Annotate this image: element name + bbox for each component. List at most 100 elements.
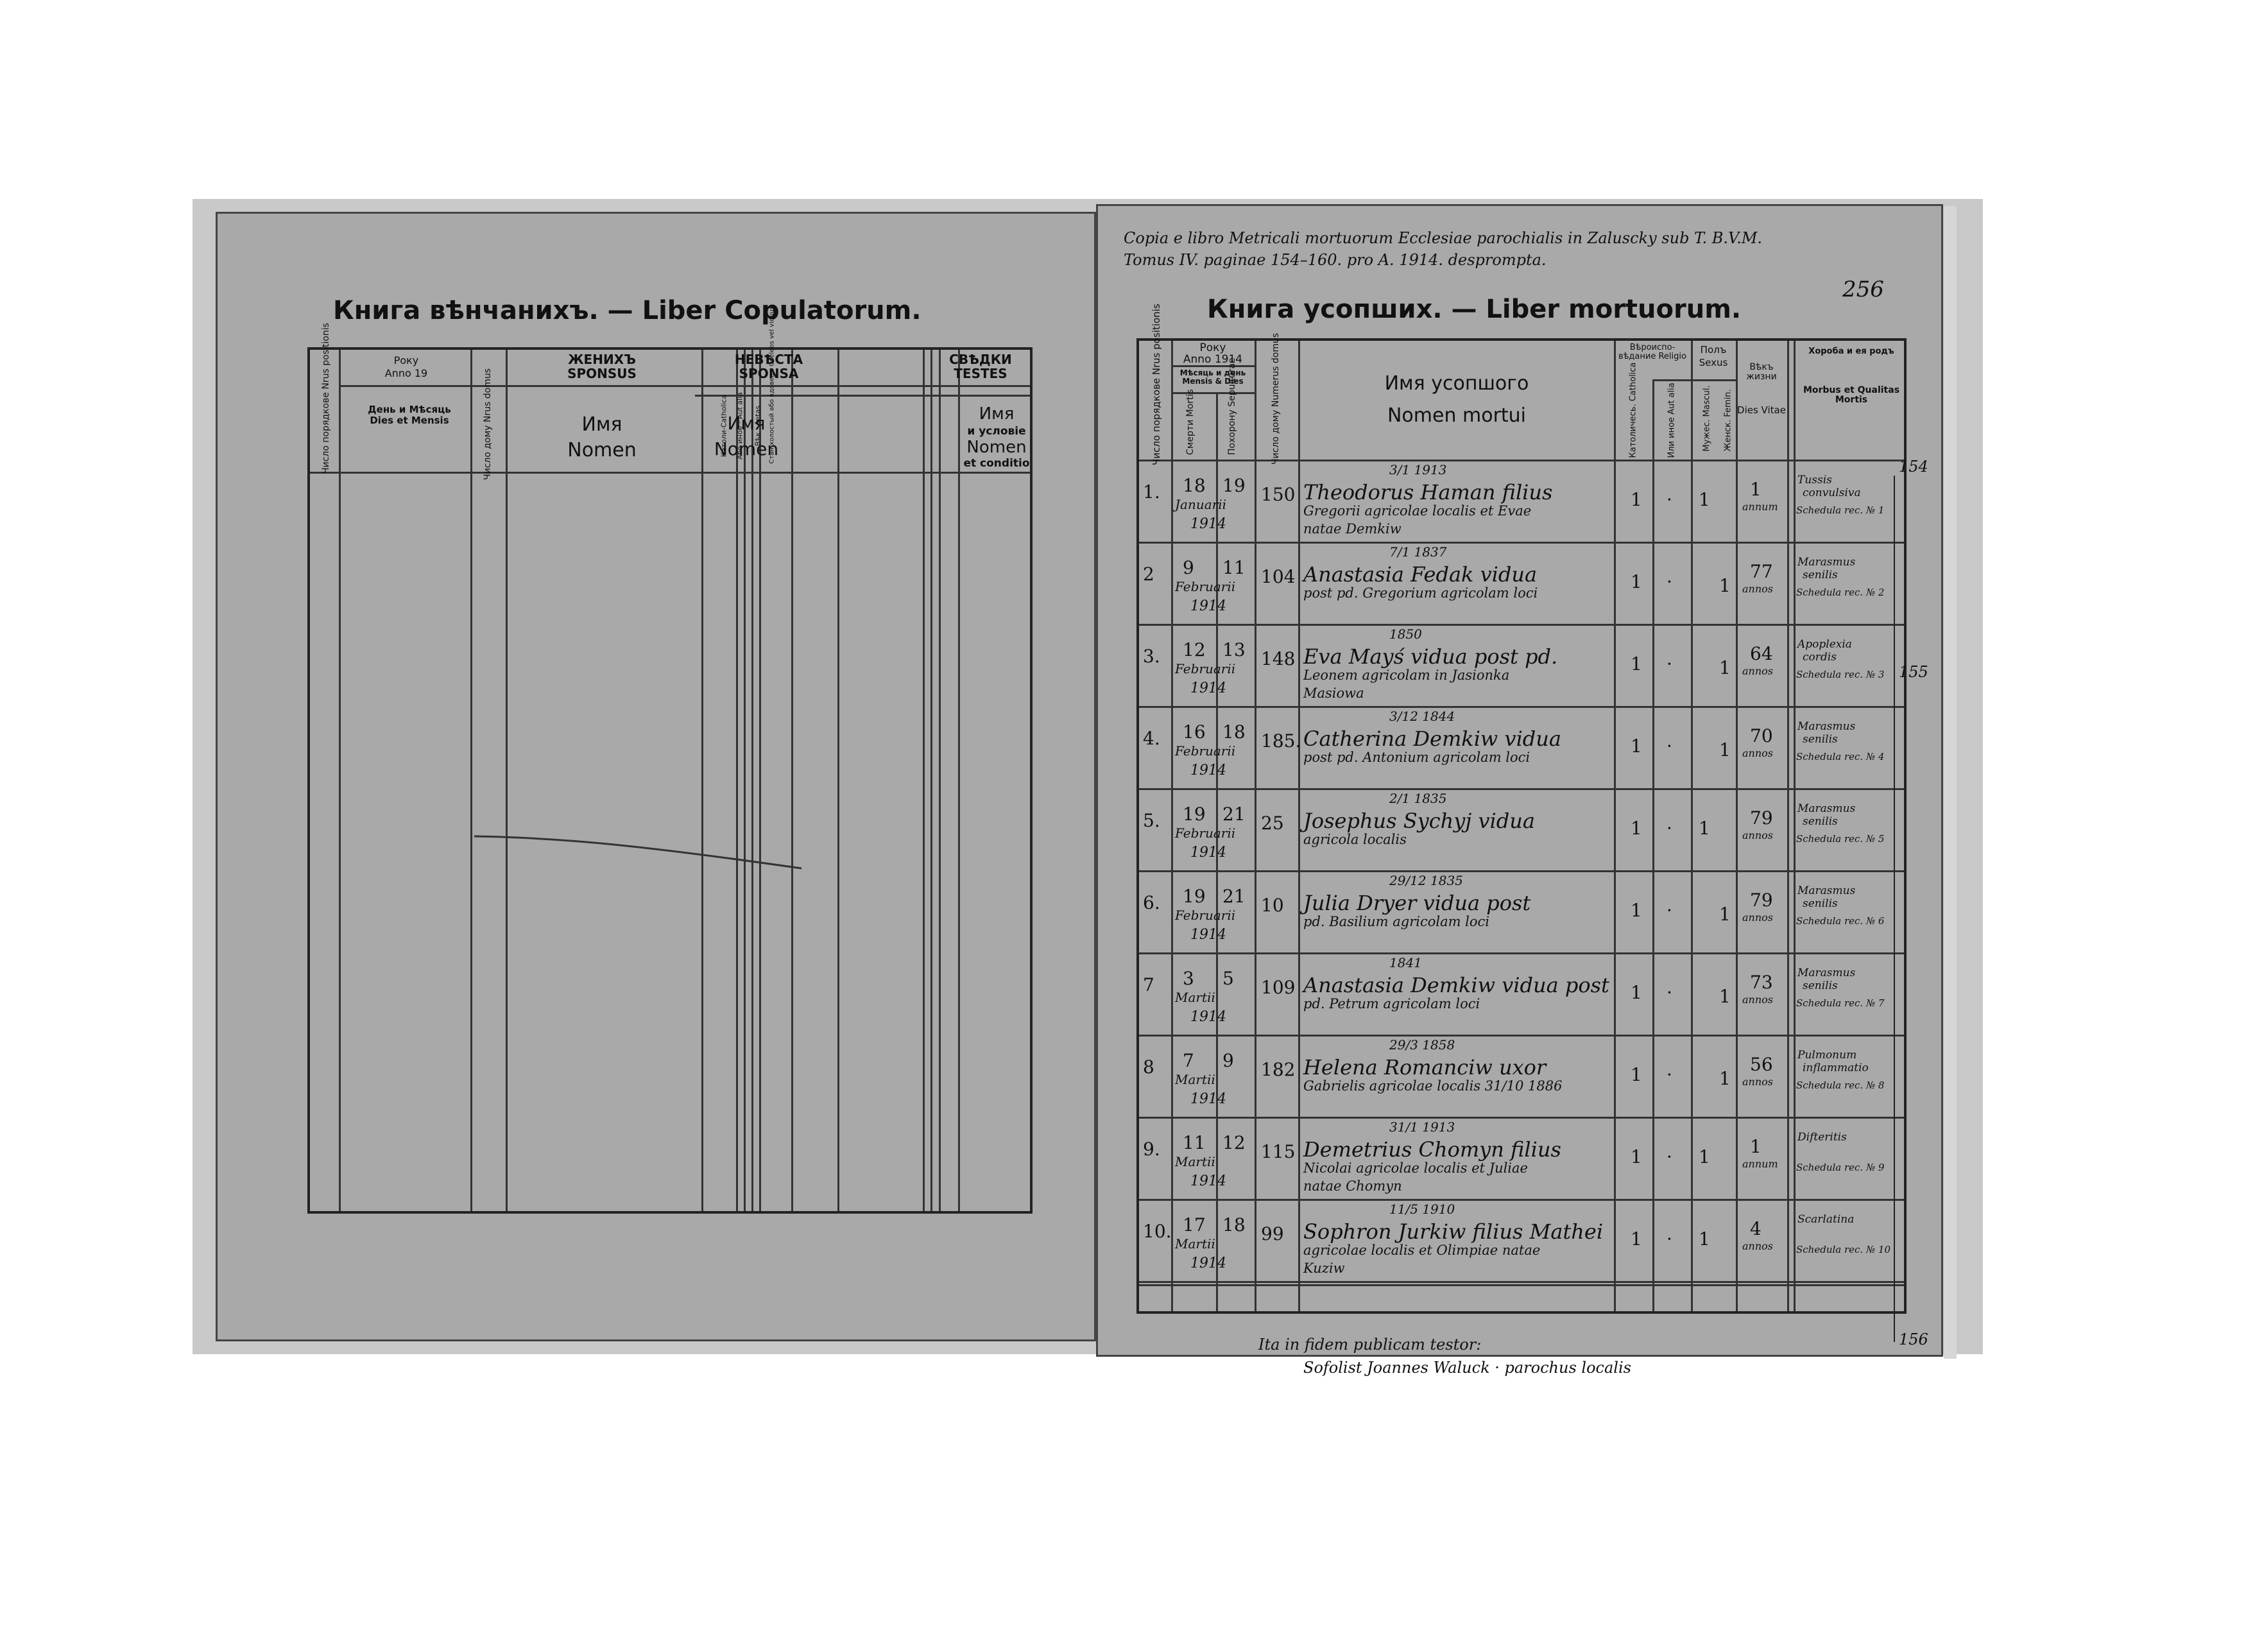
entry-age: 4 bbox=[1750, 1218, 1762, 1239]
entry-alia: · bbox=[1667, 736, 1672, 757]
entry-unit: annos bbox=[1742, 583, 1773, 595]
row-divider bbox=[1139, 1281, 1904, 1283]
entry-cause2: convulsiva bbox=[1803, 486, 1861, 499]
r-khvoroba: Хороба и ея родъ bbox=[1808, 347, 1894, 356]
entry-month: Martii bbox=[1175, 1154, 1215, 1169]
entry-month: Martii bbox=[1175, 1072, 1215, 1087]
r-imya: Имя усопшого bbox=[1384, 372, 1529, 395]
page-number: 256 bbox=[1842, 277, 1884, 302]
entry-age: 56 bbox=[1750, 1054, 1773, 1075]
entry-l3: Kuziw bbox=[1303, 1261, 1345, 1276]
entry-l1: Theodorus Haman filius bbox=[1303, 480, 1553, 504]
entry-no: 7 bbox=[1143, 974, 1154, 995]
l-sponsus: SPONSUS bbox=[567, 366, 637, 381]
entry-cause1: Difteritis bbox=[1797, 1131, 1847, 1144]
r-col-numero: Число порядкове Nrus positionis bbox=[1151, 304, 1162, 465]
right-page: Copia e libro Metricali mortuorum Eccles… bbox=[1096, 204, 1957, 1377]
entry-l1: Anastasia Fedak vidua bbox=[1303, 562, 1538, 587]
entry-cath: 1 bbox=[1631, 1146, 1642, 1167]
entry-f: 1 bbox=[1719, 657, 1731, 678]
entry-l2: agricolae localis et Olimpiae natae bbox=[1303, 1243, 1541, 1258]
entry-l2: agricola localis bbox=[1303, 832, 1407, 847]
entry-alia: · bbox=[1667, 1228, 1672, 1250]
entry-year: 1914 bbox=[1190, 1009, 1226, 1025]
entry-d2: 19 bbox=[1222, 475, 1246, 496]
entry-d1: 19 bbox=[1183, 804, 1206, 825]
entry-sched: Schedula rec. № 2 bbox=[1796, 587, 1885, 598]
entry-cause2: senilis bbox=[1803, 815, 1838, 828]
entry-d1: 17 bbox=[1183, 1214, 1206, 1235]
entry-cause1: Apoplexia bbox=[1797, 638, 1852, 651]
footer-signature: Sofolist Joannes Waluck · parochus local… bbox=[1303, 1359, 1631, 1377]
row-divider bbox=[1139, 870, 1904, 872]
r-smerti: Смерти Mortis bbox=[1185, 389, 1196, 455]
entry-birth: 2/1 1835 bbox=[1389, 791, 1447, 806]
entry-no: 2 bbox=[1143, 564, 1154, 585]
l-sponsa-imya: Имя bbox=[727, 413, 766, 434]
entry-birth: 3/1 1913 bbox=[1389, 462, 1447, 478]
entry-sched: Schedula rec. № 8 bbox=[1796, 1080, 1885, 1091]
entry-alia: · bbox=[1667, 1146, 1672, 1167]
entry-age: 1 bbox=[1750, 1136, 1762, 1157]
entry-d2: 5 bbox=[1222, 968, 1234, 989]
entry-house: 109 bbox=[1261, 977, 1296, 998]
entry-cause1: Tussis bbox=[1797, 474, 1832, 486]
entry-l2: post pd. Antonium agricolam loci bbox=[1303, 750, 1530, 765]
entry-f: 1 bbox=[1719, 739, 1731, 761]
entry-cause1: Marasmus bbox=[1797, 720, 1856, 733]
margin-mark-1: 154 bbox=[1899, 458, 1928, 476]
entry-l2: post pd. Gregorium agricolam loci bbox=[1303, 585, 1538, 601]
mortuorum-table: Число порядкове Nrus positionis Року Ann… bbox=[1136, 304, 1907, 1314]
entry-cause2: cordis bbox=[1803, 651, 1837, 664]
entry-birth: 1850 bbox=[1389, 626, 1422, 642]
row-divider bbox=[1139, 952, 1904, 954]
entry-cath: 1 bbox=[1631, 982, 1642, 1003]
entry-month: Februarii bbox=[1175, 579, 1236, 594]
l-testes-conditio: et conditio bbox=[963, 457, 1030, 470]
l-nevesta: НЕВѢСТА bbox=[734, 352, 803, 367]
entry-age: 73 bbox=[1750, 972, 1773, 993]
r-vik: Вѣкъ жизни bbox=[1746, 362, 1777, 383]
entry-year: 1914 bbox=[1190, 1255, 1226, 1271]
entry-f: 1 bbox=[1719, 1068, 1731, 1089]
entry-month: Februarii bbox=[1175, 661, 1236, 676]
entry-sched: Schedula rec. № 7 bbox=[1796, 997, 1885, 1009]
row-divider bbox=[1139, 624, 1904, 626]
entry-f: 1 bbox=[1719, 986, 1731, 1007]
entry-no: 5. bbox=[1143, 810, 1160, 831]
entry-d2: 11 bbox=[1222, 557, 1246, 578]
entry-cath: 1 bbox=[1631, 900, 1642, 921]
entry-m: 1 bbox=[1699, 818, 1710, 839]
entry-sched: Schedula rec. № 4 bbox=[1796, 751, 1885, 762]
entry-no: 4. bbox=[1143, 728, 1160, 749]
entry-no: 10. bbox=[1143, 1221, 1172, 1242]
entry-cause1: Marasmus bbox=[1797, 556, 1856, 569]
entry-d1: 7 bbox=[1183, 1050, 1194, 1071]
entry-birth: 31/1 1913 bbox=[1389, 1119, 1455, 1135]
entry-birth: 3/12 1844 bbox=[1389, 709, 1455, 724]
entry-alia: · bbox=[1667, 489, 1672, 510]
entry-month: Martii bbox=[1175, 990, 1215, 1005]
entry-l1: Helena Romanciw uxor bbox=[1303, 1055, 1547, 1080]
r-anno: Anno 1914 bbox=[1183, 353, 1243, 366]
l-col-domu: Число дому Nrus domus bbox=[483, 368, 493, 480]
entry-unit: annos bbox=[1742, 1076, 1773, 1088]
entry-d2: 13 bbox=[1222, 639, 1246, 660]
l-anno: Anno 19 bbox=[384, 367, 428, 379]
entry-house: 148 bbox=[1261, 648, 1296, 669]
entry-year: 1914 bbox=[1190, 1091, 1226, 1107]
entry-unit: annos bbox=[1742, 829, 1773, 841]
entry-cause1: Scarlatina bbox=[1797, 1213, 1855, 1226]
entry-m: 1 bbox=[1699, 1228, 1710, 1250]
left-page: Книга вѣнчанихъ. — Liber Copulatorum. Чи… bbox=[216, 212, 1096, 1341]
entry-l3: natae Demkiw bbox=[1303, 521, 1402, 537]
entry-unit: annum bbox=[1742, 501, 1778, 513]
entry-cath: 1 bbox=[1631, 653, 1642, 675]
entry-age: 79 bbox=[1750, 890, 1773, 911]
entry-house: 185. bbox=[1261, 730, 1301, 752]
entry-cause2: senilis bbox=[1803, 569, 1838, 581]
entry-d1: 16 bbox=[1183, 721, 1206, 743]
entry-no: 8 bbox=[1143, 1056, 1154, 1078]
entry-year: 1914 bbox=[1190, 1173, 1226, 1189]
entry-unit: annos bbox=[1742, 1240, 1773, 1252]
